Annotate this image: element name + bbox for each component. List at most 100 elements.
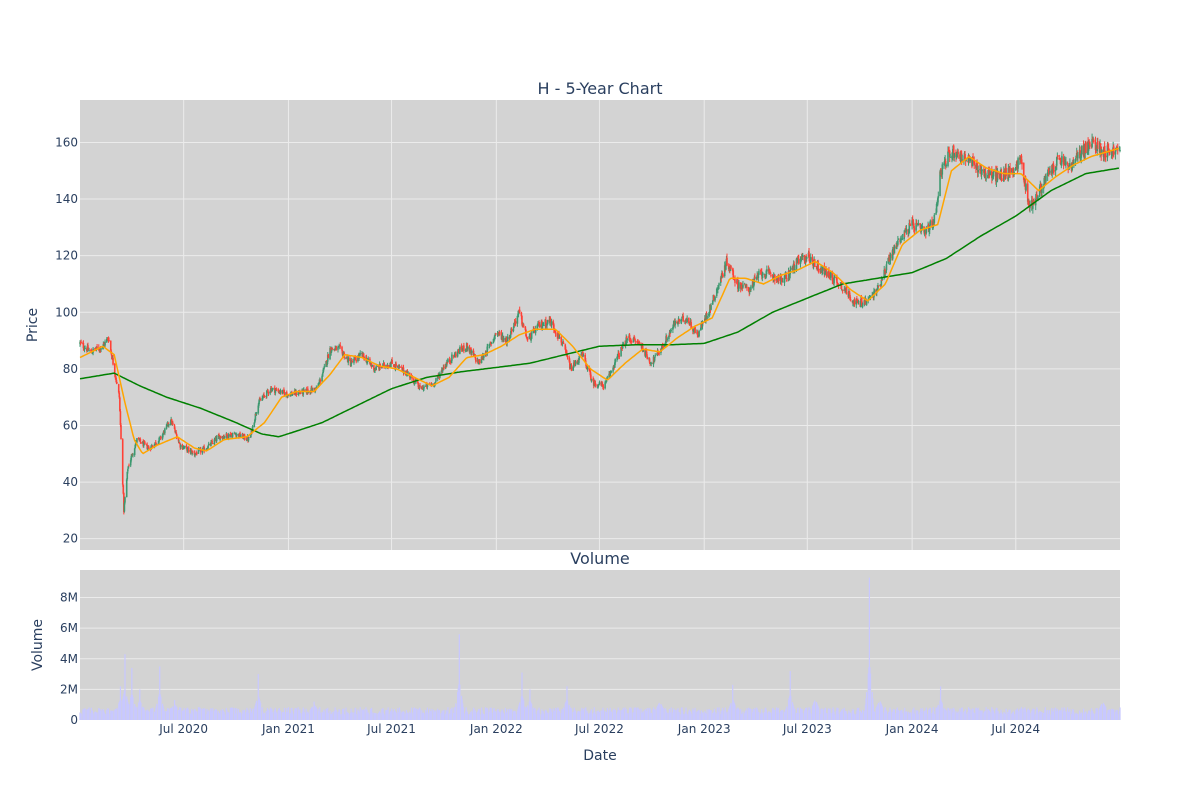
down-candle-body [885,270,887,271]
volume-x-tick-label: Jul 2023 [782,722,832,736]
up-candle-body [509,333,512,338]
down-candle-body [249,436,252,438]
up-candle-body [953,153,956,159]
up-candle-body [573,362,575,368]
down-candle-body [469,347,472,350]
volume-bar [654,709,656,720]
down-candle-body [1026,183,1029,202]
volume-bar [678,712,680,720]
down-candle-body [602,384,604,388]
up-candle-body [761,274,764,278]
up-candle-body [546,320,549,325]
up-candle-body [456,351,459,357]
up-candle-body [752,283,755,287]
down-candle-body [845,286,848,292]
up-candle-body [596,386,599,388]
volume-bar [523,700,525,720]
down-candle-body [741,285,743,288]
down-candle-body [646,356,649,360]
down-candle-body [545,320,547,326]
volume-bar [830,713,832,720]
volume-bar [1021,708,1023,720]
volume-bar [451,707,453,720]
volume-bar [359,707,361,720]
volume-bar [192,710,194,720]
volume-bar [1001,713,1003,720]
price-x-gridlines [183,100,1017,550]
down-candle-body [849,299,852,301]
up-candle-body [701,321,704,327]
down-candle-body [552,321,555,325]
volume-bar [172,706,174,720]
volume-x-tick-label: Jul 2024 [990,722,1040,736]
volume-y-tick-label: 6M [60,621,78,635]
down-candle-body [848,290,851,295]
volume-bar [578,711,581,720]
down-candle-body [682,315,684,322]
down-candle-body [319,379,322,382]
down-candle-body [549,318,552,322]
volume-bar [507,709,509,720]
down-candle-body [817,261,819,269]
down-candle-body [621,348,624,349]
up-candle-body [593,381,596,387]
down-candle-body [1085,142,1087,153]
down-candle-body [524,326,527,330]
up-candle-body [680,318,683,321]
down-candle-body [877,285,880,287]
up-candle-body [612,367,614,372]
up-candle-body [227,434,230,439]
price-y-tick-label: 80 [63,362,78,376]
up-candle-body [907,232,910,235]
up-candle-body [576,361,579,365]
up-candle-body [223,436,226,438]
up-candle-body [250,434,252,438]
up-candle-body [738,282,740,289]
down-candle-body [117,384,120,393]
up-candle-body [992,171,995,177]
up-candle-body [852,301,854,303]
volume-bar [1037,712,1039,720]
up-candle-body [541,326,544,329]
up-candle-body [742,284,744,288]
up-candle-body [161,434,164,439]
volume-bar [554,707,557,720]
down-candle-body [466,343,469,350]
up-candle-body [234,434,237,436]
volume-bar [283,707,286,720]
volume-bar [427,712,429,720]
up-candle-body [123,503,126,512]
down-candle-body [569,360,571,369]
up-candle-body [509,336,511,339]
up-candle-body [246,440,248,442]
down-candle-body [259,399,262,401]
down-candle-body [601,382,604,386]
down-candle-body [187,447,190,452]
down-candle-body [285,392,288,395]
up-candle-body [102,343,105,347]
down-candle-body [395,363,397,367]
up-candle-body [125,479,128,498]
up-candle-body [373,369,376,371]
down-candle-body [984,171,987,178]
up-candle-body [353,358,355,363]
down-candle-body [475,357,477,362]
volume-bar [1049,714,1051,720]
volume-bar [263,712,266,720]
volume-bar [399,710,401,720]
down-candle-body [678,319,680,322]
down-candle-body [861,301,863,307]
down-candle-body [997,173,999,175]
up-candle-body [528,336,531,339]
up-candle-body [492,338,495,342]
down-candle-body [831,271,834,281]
up-candle-body [254,413,257,420]
down-candle-body [393,364,395,367]
down-candle-body [1004,177,1006,179]
volume-bar [897,710,900,720]
volume-bar [901,713,904,720]
down-candle-body [629,340,632,342]
up-candle-body [893,245,896,254]
up-candle-body [262,394,265,398]
volume-bar [275,712,278,720]
